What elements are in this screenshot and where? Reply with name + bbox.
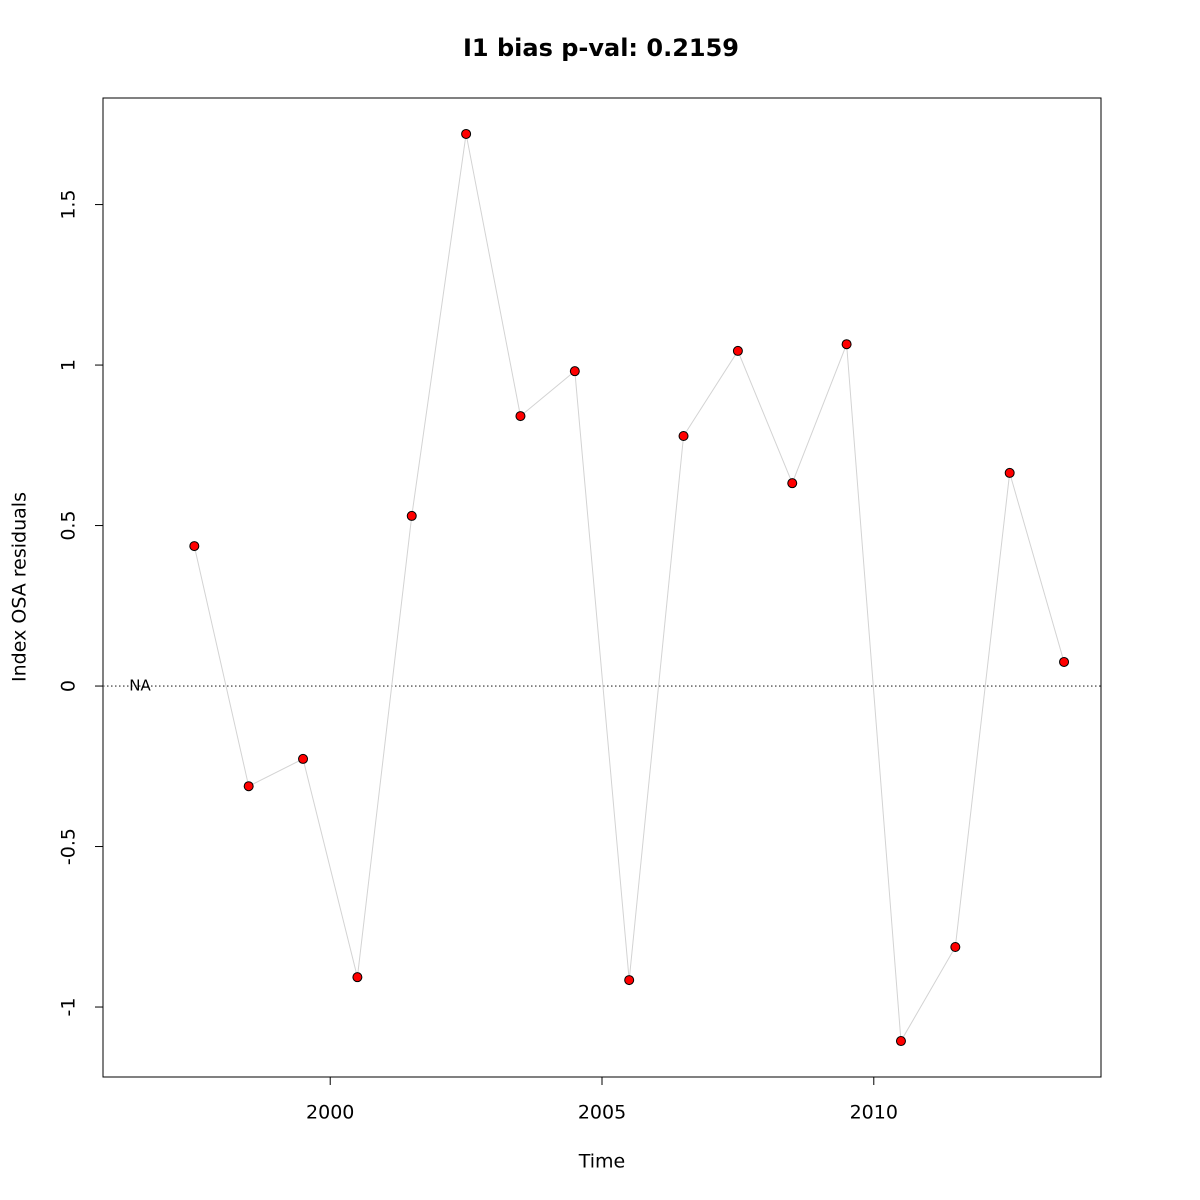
point [678, 430, 689, 441]
na-label: NA [129, 677, 151, 695]
y-tick-label: -0.5 [58, 828, 80, 865]
y-axis-label: Index OSA residuals [9, 492, 31, 682]
x-axis-label: Time [578, 1151, 626, 1173]
point [569, 366, 580, 377]
point [298, 753, 309, 764]
series-line [193, 133, 1065, 1043]
point [352, 972, 363, 983]
point [732, 345, 743, 356]
y-tick-label: 0 [58, 680, 80, 692]
x-tick-label: 2005 [578, 1102, 626, 1124]
point [243, 781, 254, 792]
y-tick-label: 1.5 [58, 189, 80, 219]
plot-frame [102, 97, 1102, 1078]
chart-title: I1 bias p-val: 0.2159 [463, 34, 739, 62]
point [624, 975, 635, 986]
point [406, 510, 417, 521]
point [950, 942, 961, 953]
x-tick-label: 2000 [306, 1102, 354, 1124]
x-tick-label: 2010 [850, 1102, 898, 1124]
y-tick-label: 0.5 [58, 510, 80, 540]
point [841, 339, 852, 350]
point [461, 128, 472, 139]
point [1004, 467, 1015, 478]
y-tick-label: 1 [58, 359, 80, 371]
point [895, 1036, 906, 1047]
point [1059, 656, 1070, 667]
point [189, 541, 200, 552]
point [787, 478, 798, 489]
point [515, 411, 526, 422]
y-tick-label: -1 [58, 998, 80, 1017]
